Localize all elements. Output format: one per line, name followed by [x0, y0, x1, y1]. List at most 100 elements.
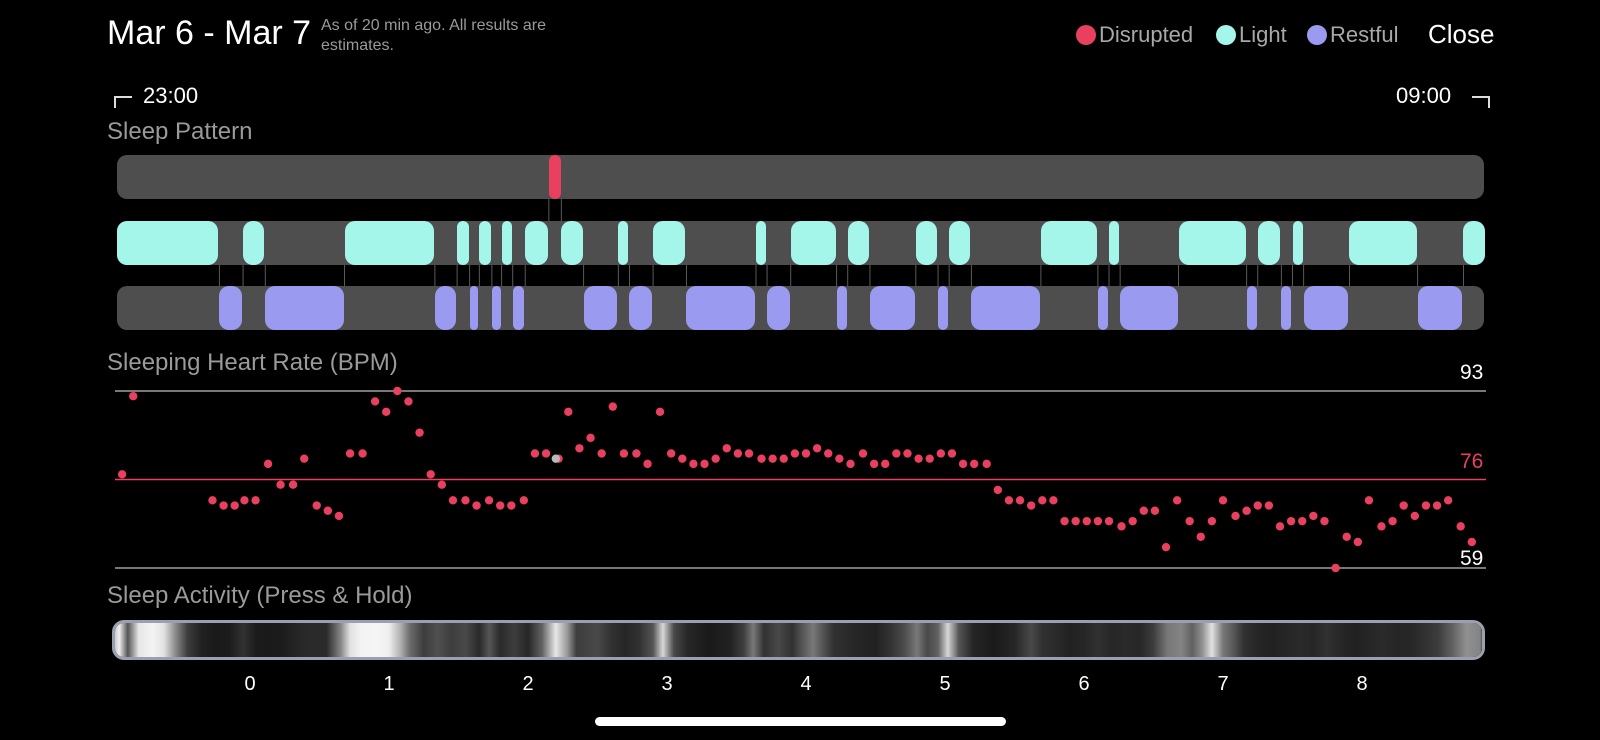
hr-data-point: [496, 501, 505, 510]
hour-tick-label: 8: [1356, 673, 1368, 695]
sleep-activity-bar[interactable]: [112, 620, 1485, 660]
hr-data-point: [744, 449, 754, 458]
hr-data-point: [982, 459, 991, 469]
hr-data-point: [881, 459, 890, 469]
legend-restful: Restful: [1307, 21, 1398, 49]
hr-data-point: [1399, 501, 1408, 510]
hr-data-point: [251, 496, 260, 505]
hr-data-point: [722, 444, 731, 453]
light-segment: [344, 221, 434, 265]
sleep-activity-title: Sleep Activity (Press & Hold): [107, 582, 413, 609]
hr-data-point: [936, 449, 946, 458]
light-segment: [790, 221, 836, 265]
hr-data-point: [240, 496, 249, 505]
restful-segment: [767, 286, 790, 330]
hr-max-label: 93: [1460, 361, 1484, 384]
hr-data-point: [608, 402, 617, 411]
heart-rate-title: Sleeping Heart Rate (BPM): [107, 349, 398, 376]
restful-segment: [265, 286, 344, 330]
activity-intensity-gradient: [115, 623, 1482, 657]
hr-data-point: [643, 459, 652, 469]
hr-data-point: [1082, 516, 1091, 526]
hr-data-point: [1342, 532, 1351, 541]
hr-data-point: [1242, 506, 1251, 515]
hr-data-point: [575, 444, 584, 453]
legend-label-disrupted: Disrupted: [1099, 22, 1194, 47]
hr-data-point: [1004, 496, 1014, 505]
hr-data-point: [733, 449, 743, 458]
hr-data-point: [345, 449, 355, 458]
hr-data-point: [1253, 501, 1262, 510]
legend-light: Light: [1216, 21, 1287, 49]
hr-data-point: [1128, 516, 1137, 526]
hr-data-point: [1410, 511, 1420, 521]
hr-data-point: [393, 386, 402, 396]
disrupted-segment: [548, 155, 562, 199]
hr-data-point: [404, 397, 413, 406]
home-indicator[interactable]: [595, 717, 1006, 726]
hr-data-point: [790, 449, 800, 458]
light-segment: [1178, 221, 1246, 265]
hour-tick-label: 3: [661, 673, 673, 695]
hr-data-point: [437, 480, 447, 489]
restful-segment: [1303, 286, 1349, 330]
hr-data-point: [117, 470, 127, 479]
hr-data-point: [768, 454, 777, 463]
restful-segment: [1120, 286, 1178, 330]
page-title: Mar 6 - Mar 7: [107, 14, 312, 52]
hr-data-point: [1038, 496, 1047, 505]
hr-data-point: [219, 501, 228, 510]
hr-data-point: [1331, 563, 1340, 573]
hr-data-point: [858, 449, 868, 458]
light-segment: [525, 221, 548, 265]
hr-data-point: [689, 459, 698, 469]
hr-data-point: [1432, 501, 1442, 510]
hr-data-point: [1150, 506, 1160, 515]
hr-data-point: [1172, 496, 1182, 505]
restful-segment: [219, 286, 243, 330]
hr-data-point: [448, 496, 458, 505]
hour-tick-label: 5: [939, 673, 951, 695]
hr-data-point: [426, 470, 435, 479]
range-start-time: 23:00: [143, 83, 199, 108]
light-segment: [116, 221, 219, 265]
light-segment: [653, 221, 686, 265]
hr-data-point: [700, 459, 709, 469]
hr-data-point: [903, 449, 912, 458]
legend-label-light: Light: [1239, 22, 1287, 47]
hr-data-point: [1275, 522, 1285, 531]
hr-data-point: [129, 392, 138, 401]
hr-data-point: [358, 449, 367, 458]
light-segment: [1109, 221, 1120, 265]
restful-segment: [686, 286, 755, 330]
hr-data-point: [678, 454, 687, 463]
hr-data-point: [655, 407, 665, 417]
hr-data-point: [1207, 516, 1217, 526]
hr-data-point: [869, 459, 879, 469]
light-segment: [561, 221, 583, 265]
hr-data-point: [666, 449, 676, 458]
close-button[interactable]: Close: [1428, 19, 1495, 49]
hr-data-point: [892, 449, 901, 458]
light-segment: [243, 221, 265, 265]
hr-data-point: [288, 480, 298, 489]
hr-data-point: [846, 459, 855, 469]
hr-data-point: [334, 511, 344, 521]
light-segment: [1257, 221, 1281, 265]
disrupted-track: [117, 155, 1484, 199]
hr-data-point: [1456, 522, 1465, 531]
hr-data-point: [370, 397, 380, 406]
hr-data-point: [1443, 496, 1453, 505]
hr-data-point: [1060, 516, 1069, 526]
range-start-bracket-icon: [114, 96, 132, 108]
hr-data-point: [824, 449, 833, 458]
hr-data-point: [597, 449, 606, 458]
range-end-bracket-icon: [1472, 96, 1490, 108]
hr-data-point: [415, 428, 424, 437]
hr-data-point: [300, 454, 309, 463]
hour-tick-label: 0: [244, 673, 256, 695]
hr-data-point: [1117, 522, 1126, 531]
hr-data-point: [619, 449, 629, 458]
